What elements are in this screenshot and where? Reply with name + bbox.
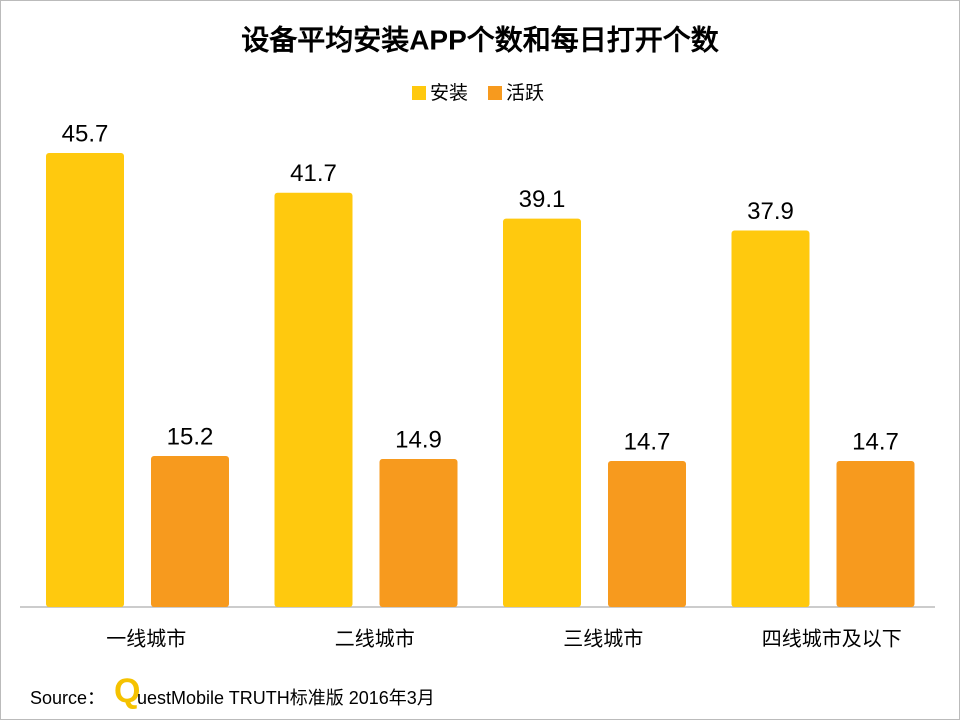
legend-swatch (488, 86, 502, 100)
bar (46, 153, 124, 607)
x-tick-label: 一线城市 (106, 627, 186, 650)
value-label: 15.2 (167, 423, 214, 450)
bar (503, 218, 581, 607)
source-text: uestMobile TRUTH标准版 2016年3月 (137, 688, 435, 708)
x-tick-label: 二线城市 (335, 627, 415, 650)
value-label: 14.7 (624, 428, 671, 455)
legend-label: 活跃 (506, 82, 544, 104)
bar (151, 455, 229, 607)
legend-label: 安装 (430, 82, 468, 104)
bar (379, 458, 458, 607)
value-label: 39.1 (519, 186, 566, 213)
value-label: 41.7 (290, 160, 337, 187)
value-label: 14.7 (852, 428, 899, 455)
bar (836, 460, 915, 607)
bar (274, 192, 353, 607)
chart-title: 设备平均安装APP个数和每日打开个数 (241, 23, 720, 55)
bar (608, 460, 686, 607)
x-tick-label: 三线城市 (563, 627, 643, 650)
x-tick-label: 四线城市及以下 (762, 627, 902, 650)
value-label: 14.9 (395, 426, 442, 453)
source-logo: Q (114, 672, 140, 710)
value-label: 45.7 (62, 120, 109, 147)
bar (731, 230, 810, 607)
value-label: 37.9 (747, 198, 794, 225)
source-prefix: Source： (30, 688, 105, 708)
legend-swatch (412, 86, 426, 100)
